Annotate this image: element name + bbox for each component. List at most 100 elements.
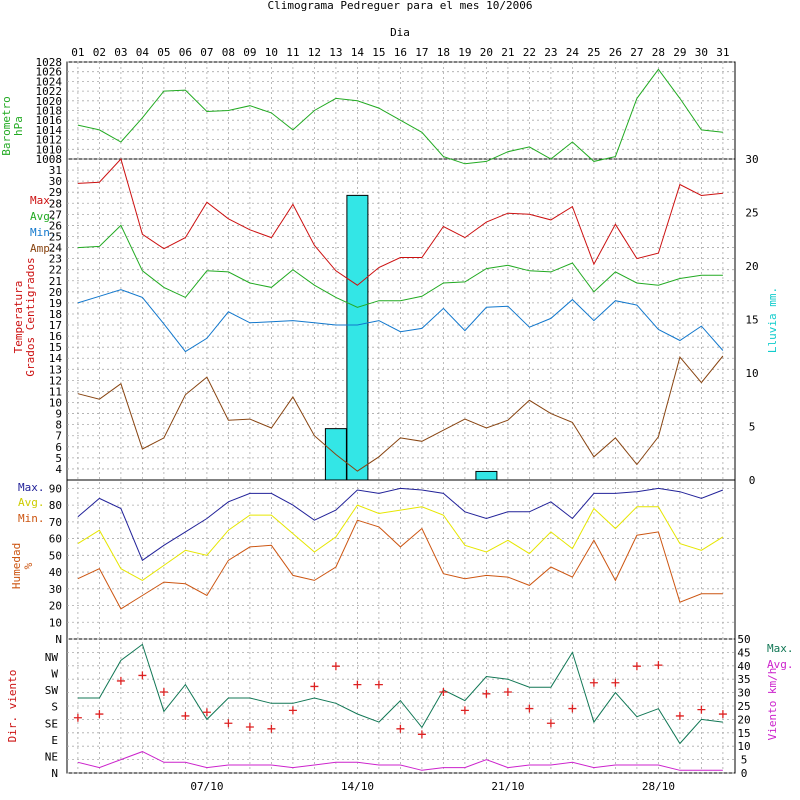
legend-wind-avg: Avg. — [767, 658, 794, 671]
wind-speed-tick-50: 50 — [737, 633, 750, 646]
wind-dir-marker-day-21 — [503, 687, 512, 696]
temp-tick-11: 11 — [49, 385, 62, 398]
wind-dir-marker-day-20 — [482, 689, 491, 698]
day-label-15: 15 — [372, 46, 385, 59]
wind-dir-marker-day-26 — [611, 678, 620, 687]
legend-temp-avg: Avg. — [30, 210, 57, 223]
hum-tick-90: 90 — [49, 482, 62, 495]
baro-tick-1012: 1012 — [36, 134, 63, 147]
wind-speed-tick-0: 0 — [741, 767, 748, 780]
humidity-legend: Max. Avg. Min. — [18, 481, 45, 525]
wind-dir-marker-day-2 — [95, 710, 104, 719]
temp-tick-20: 20 — [49, 286, 62, 299]
temp-tick-13: 13 — [49, 363, 62, 376]
humidity-panel: Humedad % Max. Avg. Min. N 10 20 30 40 50 60 70… — [10, 481, 735, 646]
week-label-07-10: 07/10 — [190, 780, 223, 793]
day-label-18: 18 — [437, 46, 450, 59]
rain-tick-30: 30 — [745, 153, 758, 166]
baro-tick-1028: 1028 — [36, 56, 63, 69]
wind-dir-tick-NW: NW — [45, 651, 59, 664]
week-label-28-10: 28/10 — [642, 780, 675, 793]
temp-tick-19: 19 — [49, 297, 62, 310]
day-label-27: 27 — [630, 46, 643, 59]
wind-dir-marker-day-8 — [224, 719, 233, 728]
wind-speed-axis-label: Viento km/h — [766, 668, 779, 741]
wind-dir-marker-day-17 — [417, 730, 426, 739]
rain-axis-label: Lluvia mm. — [766, 287, 779, 353]
wind-speed-tick-45: 45 — [737, 646, 750, 659]
temp-tick-16: 16 — [49, 330, 62, 343]
hum-tick-80: 80 — [49, 499, 62, 512]
temp-tick-8: 8 — [55, 419, 62, 432]
rain-tick-0: 0 — [749, 474, 756, 487]
wind-speed-tick-20: 20 — [737, 713, 750, 726]
wind-dir-tick-SW: SW — [45, 684, 59, 697]
baro-tick-1016: 1016 — [36, 114, 63, 127]
baro-tick-1018: 1018 — [36, 105, 63, 118]
temperature-legend: Max. Avg. Min. Amp. — [30, 194, 57, 255]
wind-dir-marker-day-30 — [697, 705, 706, 714]
temperature-label-line1: Temperatura — [12, 281, 25, 354]
day-label-20: 20 — [480, 46, 493, 59]
wind-dir-marker-day-4 — [138, 671, 147, 680]
day-label-05: 05 — [157, 46, 170, 59]
day-label-04: 04 — [136, 46, 150, 59]
wind-dir-marker-day-19 — [460, 706, 469, 715]
wind-dir-marker-day-10 — [267, 724, 276, 733]
wind-dir-tick-N: N — [51, 767, 58, 780]
baro-tick-1008: 1008 — [36, 153, 63, 166]
wind-speed-tick-35: 35 — [737, 673, 750, 686]
temp-tick-24: 24 — [49, 242, 63, 255]
rain-bar-day-20 — [475, 470, 498, 481]
rain-tick-15: 15 — [745, 314, 758, 327]
outer-frame — [66, 61, 736, 774]
barometer-axis-label: Barometro hPa — [0, 96, 25, 156]
wind-dir-marker-day-15 — [374, 680, 383, 689]
temp-tick-28: 28 — [49, 197, 62, 210]
temp-tick-4: 4 — [55, 463, 62, 476]
wind-dir-marker-day-3 — [116, 676, 125, 685]
day-label-09: 09 — [243, 46, 256, 59]
legend-temp-min: Min. — [30, 226, 57, 239]
wind-speed-tick-5: 5 — [741, 754, 748, 767]
wind-dir-marker-day-11 — [288, 706, 297, 715]
wind-panel: Dir. viento Viento km/h Max. Avg. N NE E SE… — [6, 633, 794, 780]
day-label-23: 23 — [544, 46, 557, 59]
rain-tick-5: 5 — [749, 421, 756, 434]
day-label-03: 03 — [114, 46, 127, 59]
week-labels: 07/10 14/10 21/10 28/10 — [190, 780, 675, 793]
day-label-08: 08 — [222, 46, 235, 59]
wind-dir-tick-SE: SE — [45, 717, 58, 730]
wind-avg-line — [77, 751, 723, 771]
wind-dir-marker-day-13 — [331, 662, 340, 671]
baro-tick-1014: 1014 — [36, 124, 63, 137]
day-label-13: 13 — [329, 46, 342, 59]
temp-tick-23: 23 — [49, 253, 62, 266]
temp-tick-6: 6 — [55, 441, 62, 454]
wind-dir-marker-day-9 — [245, 722, 254, 731]
rain-tick-10: 10 — [745, 367, 758, 380]
legend-temp-max: Max. — [30, 194, 57, 207]
temp-tick-14: 14 — [49, 352, 63, 365]
legend-wind-max: Max. — [767, 642, 794, 655]
wind-dir-marker-day-14 — [353, 680, 362, 689]
barometer-label-line1: Barometro — [0, 96, 13, 156]
wind-dir-tick-NE: NE — [45, 750, 58, 763]
wind-dir-marker-day-5 — [159, 687, 168, 696]
temp-amp-line — [77, 355, 724, 472]
wind-dir-marker-day-23 — [546, 719, 555, 728]
rain-tick-20: 20 — [745, 260, 758, 273]
wind-dir-marker-day-31 — [718, 710, 727, 719]
wind-dir-marker-day-18 — [439, 687, 448, 696]
temp-tick-21: 21 — [49, 275, 62, 288]
wind-dir-marker-day-1 — [73, 713, 82, 722]
day-label-24: 24 — [566, 46, 580, 59]
week-label-14-10: 14/10 — [341, 780, 374, 793]
wind-dir-marker-day-16 — [396, 724, 405, 733]
humidity-label-line1: Humedad — [10, 543, 23, 589]
temperature-label-line2: Grados Centigrados — [24, 257, 37, 376]
hum-min-line — [77, 519, 723, 610]
temp-tick-25: 25 — [49, 230, 62, 243]
temp-max-line — [77, 158, 723, 286]
